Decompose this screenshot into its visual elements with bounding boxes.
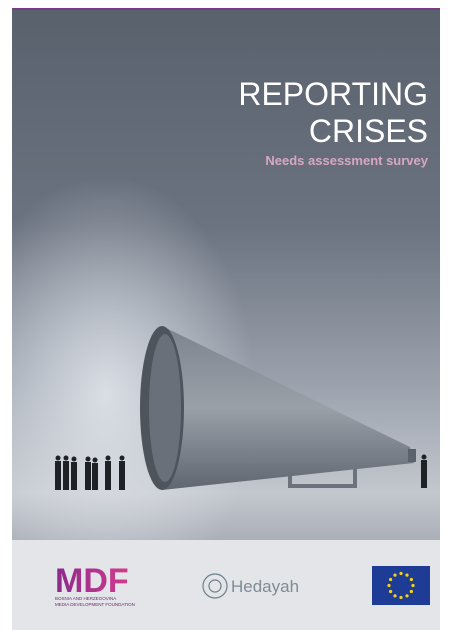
eu-star (393, 574, 396, 577)
mdf-caption: BOSNIA AND HERZEGOVINA (55, 596, 116, 601)
eu-star (389, 578, 392, 581)
eu-star (387, 584, 390, 587)
eu-star (410, 590, 413, 593)
mdf-logo: MDF (55, 562, 129, 600)
eu-star (405, 594, 408, 597)
eu-star (399, 596, 402, 599)
eu-flag (372, 566, 430, 605)
eu-star (393, 594, 396, 597)
eu-star (410, 578, 413, 581)
hedayah-logo: Hedayah (231, 577, 299, 596)
eu-star (399, 572, 402, 575)
title-line: CRISES (309, 113, 428, 149)
mdf-caption: MEDIA DEVELOPMENT FOUNDATION (55, 602, 135, 607)
cover: REPORTING CRISES Needs assessment survey… (0, 0, 452, 630)
eu-star (405, 574, 408, 577)
eu-star (389, 590, 392, 593)
subtitle: Needs assessment survey (265, 153, 428, 168)
title-line: REPORTING (238, 76, 428, 112)
top-rule (12, 8, 440, 10)
eu-star (411, 584, 414, 587)
page: REPORTING CRISES Needs assessment survey… (0, 0, 452, 630)
